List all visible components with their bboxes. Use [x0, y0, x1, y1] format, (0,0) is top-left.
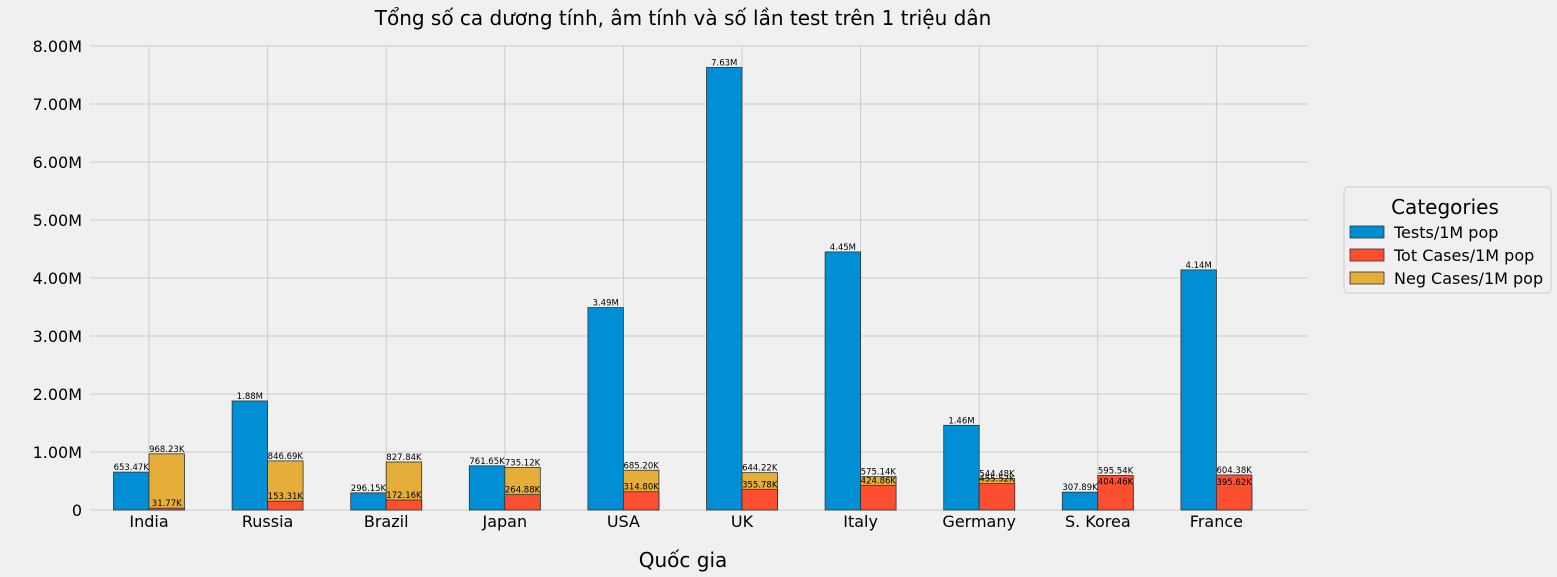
- chart-title: Tổng số ca dương tính, âm tính và số lần…: [374, 6, 992, 30]
- bar-label-tests: 4.45M: [830, 243, 856, 253]
- x-axis-ticks: India Russia Brazil Japan USA UK Italy Germany S…: [129, 512, 1243, 531]
- bar-label-tests: 3.49M: [593, 299, 619, 309]
- grid-lines: [90, 45, 1308, 511]
- bar-tot-cases: [267, 500, 304, 511]
- y-tick-label: 3.00M: [33, 327, 82, 346]
- bar-label-tests: 653.47K: [114, 463, 150, 473]
- bar-label-neg-cases: 644.22K: [742, 464, 778, 474]
- x-tick-label: France: [1190, 512, 1243, 531]
- bar-label-tot-cases: 31.77K: [152, 499, 182, 509]
- bar-tests: [706, 67, 743, 511]
- bar-label-tests: 307.89K: [1062, 483, 1098, 493]
- bar-label-tot-cases: 355.78K: [742, 480, 778, 490]
- x-tick-label: India: [129, 512, 168, 531]
- bar-tests: [824, 251, 861, 511]
- bar-label-neg-cases: 404.46K: [1098, 478, 1134, 488]
- x-tick-label: Germany: [942, 512, 1016, 531]
- legend-box: [1343, 186, 1552, 294]
- bar-label-neg-cases: 846.69K: [268, 452, 304, 462]
- bar-tot-cases: [623, 491, 660, 511]
- bar-tot-cases: [741, 488, 778, 511]
- bar-label-neg-cases: 827.84K: [386, 453, 422, 463]
- bar-tests: [1180, 269, 1217, 511]
- y-tick-label: 7.00M: [33, 95, 82, 114]
- y-tick-label: 2.00M: [33, 385, 82, 404]
- x-axis-title: Quốc gia: [639, 548, 728, 572]
- bar-label-tot-cases: 595.54K: [1098, 466, 1134, 476]
- y-tick-label: 1.00M: [33, 443, 82, 462]
- bar-label-tot-cases: 264.88K: [505, 486, 541, 496]
- legend-label: Neg Cases/1M pop: [1394, 269, 1543, 288]
- bar-label-tot-cases: 172.16K: [386, 491, 422, 501]
- legend-label: Tests/1M pop: [1393, 223, 1498, 242]
- bar-tot-cases: [385, 499, 423, 511]
- bar-label-neg-cases: 685.20K: [623, 461, 659, 471]
- legend-swatch: [1349, 225, 1385, 239]
- bar-label-neg-cases: 575.14K: [861, 468, 897, 478]
- bar-tests: [231, 400, 269, 511]
- legend-title: Categories: [1391, 195, 1499, 219]
- y-tick-label: 0: [72, 501, 82, 520]
- y-tick-label: 8.00M: [33, 37, 82, 56]
- bar-label-tests: 296.15K: [351, 484, 387, 494]
- bar-label-neg-cases: 395.62K: [1216, 478, 1252, 488]
- bar-label-tests: 1.46M: [948, 416, 974, 426]
- bar-label-tests: 4.14M: [1186, 261, 1212, 271]
- bar-label-tot-cases: 153.31K: [268, 492, 304, 502]
- bar-label-neg-cases: 968.23K: [149, 445, 185, 455]
- x-tick-label: Brazil: [364, 512, 409, 531]
- bar-neg-cases: [148, 453, 185, 511]
- bar-tot-cases: [504, 494, 541, 511]
- y-tick-label: 4.00M: [33, 269, 82, 288]
- bar-tests: [113, 471, 150, 511]
- x-tick-label: USA: [607, 512, 640, 531]
- x-tick-label: Russia: [242, 512, 293, 531]
- bar-tests: [1061, 491, 1099, 511]
- bar-label-tot-cases: 314.80K: [623, 483, 659, 493]
- bar-tot-cases: [860, 484, 897, 511]
- bar-label-tests: 761.65K: [469, 457, 505, 467]
- legend-swatch: [1349, 248, 1385, 262]
- bar-tot-cases: [148, 507, 185, 511]
- x-tick-label: S. Korea: [1065, 512, 1131, 531]
- bars: [113, 67, 1253, 511]
- bar-tot-cases: [1216, 474, 1253, 511]
- bar-tests: [943, 424, 980, 511]
- bar-label-neg-cases: 544.48K: [979, 469, 1015, 479]
- y-axis-ticks: 0 1.00M 2.00M 3.00M 4.00M 5.00M 6.00M 7.00M 8.00…: [33, 37, 82, 520]
- bar-label-tot-cases: 424.86K: [861, 476, 897, 486]
- legend-items: Tests/1M pop Tot Cases/1M pop Neg Cases/1M…: [1349, 223, 1543, 288]
- bar-tests: [468, 465, 506, 511]
- x-tick-label: Italy: [843, 512, 878, 531]
- bar-label-neg-cases: 735.12K: [505, 458, 541, 468]
- bar-label-tests: 7.63M: [711, 58, 737, 68]
- y-tick-label: 5.00M: [33, 211, 82, 230]
- bar-label-tests: 1.88M: [237, 392, 263, 402]
- bar-tests: [587, 307, 624, 511]
- bar-label-tot-cases: 604.38K: [1216, 466, 1252, 476]
- legend-swatch: [1349, 271, 1385, 285]
- legend-label: Tot Cases/1M pop: [1393, 246, 1534, 265]
- bar-label-tot-cases: 455.52K: [979, 475, 1015, 485]
- bar-tests: [350, 492, 387, 511]
- bar-value-labels: 653.47K 1.88M 296.15K 761.65K 3.49M 7.63M 4.45…: [114, 58, 1253, 509]
- bar-tot-cases: [978, 483, 1016, 511]
- legend: Categories Tests/1M pop Tot Cases/1M pop N…: [1343, 186, 1552, 294]
- bar-tot-cases: [1097, 475, 1134, 511]
- y-tick-label: 6.00M: [33, 153, 82, 172]
- x-tick-label: Japan: [481, 512, 527, 531]
- x-tick-label: UK: [731, 512, 754, 531]
